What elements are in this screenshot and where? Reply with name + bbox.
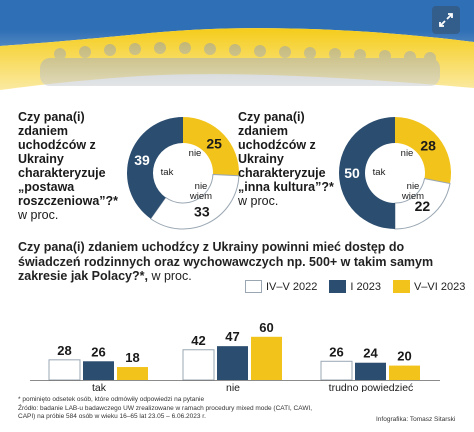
source-note: Źródło: badanie LAB-u badawczego UW zrea… — [18, 405, 313, 420]
footnote: * pominięto odsetek osób, które odmówiły… — [18, 396, 205, 403]
pie2-slice-tak — [339, 117, 395, 229]
pie2-category-label: nie — [407, 181, 420, 192]
bar-category-label: tak — [92, 382, 107, 392]
pie1-value-label: 33 — [194, 204, 210, 220]
bar-unit: w proc. — [151, 269, 192, 283]
legend-label: I 2023 — [350, 280, 381, 293]
pie1-question: Czy pana(i) zdaniem uchodźców z Ukrainy … — [18, 110, 136, 222]
bar-value-label: 60 — [259, 320, 273, 335]
bar-2-0 — [320, 360, 353, 381]
bar-title: Czy pana(i) zdaniem uchodźcy z Ukrainy p… — [18, 240, 434, 283]
bar-value-label: 26 — [91, 344, 105, 359]
pie1-value-label: 25 — [206, 135, 222, 151]
pie1-category-label: nie — [195, 181, 208, 192]
pie2-value-label: 28 — [420, 138, 436, 154]
pie1-category-label: tak — [161, 167, 174, 178]
pie1-title: Czy pana(i) zdaniem uchodźców z Ukrainy … — [18, 110, 119, 208]
bar-0-0 — [48, 359, 81, 381]
ukraine-flag-crowd-banner — [0, 0, 474, 112]
legend-label: V–VI 2023 — [413, 280, 466, 293]
pie1-unit: w proc. — [18, 208, 59, 222]
pie1-value-label: 39 — [134, 152, 150, 168]
infographic-credit: Infografika: Tomasz Sitarski — [376, 416, 456, 423]
bar-value-label: 20 — [397, 349, 411, 364]
pie1-slice-nie — [183, 117, 239, 176]
legend-item: IV–V 2022 — [245, 280, 317, 293]
bar-0-2 — [117, 367, 148, 380]
pie2-title: Czy pana(i) zdaniem uchodźców z Ukrainy … — [238, 110, 334, 194]
bar-1-2 — [251, 336, 282, 380]
pie2-value-label: 50 — [344, 165, 360, 181]
bar-value-label: 26 — [329, 344, 343, 359]
bar-1-1 — [217, 346, 248, 380]
expand-button[interactable] — [432, 6, 460, 34]
legend-swatch — [329, 280, 347, 293]
legend-swatch — [392, 280, 410, 293]
pie2-slice-nie-wiem — [394, 178, 451, 230]
pie1-slice-tak — [127, 117, 183, 219]
pie2-question: Czy pana(i) zdaniem uchodźców z Ukrainy … — [238, 110, 338, 208]
pie1-category-label: nie — [189, 148, 202, 159]
pie2-category-label: nie — [401, 148, 414, 159]
bar-value-label: 18 — [125, 350, 139, 365]
bar-chart-swiadczenia: 28 26 18 tak 42 47 60 nie 26 24 20 trudno powiedzie… — [30, 320, 440, 392]
bar-0-1 — [83, 361, 114, 380]
legend-swatch — [245, 280, 262, 293]
bar-value-label: 24 — [363, 346, 378, 361]
bar-2-2 — [389, 365, 420, 380]
bar-question: Czy pana(i) zdaniem uchodźcy z Ukrainy p… — [18, 240, 468, 284]
pie2-category-label: wiem — [401, 191, 424, 202]
bar-1-0 — [182, 349, 215, 381]
bar-2-1 — [355, 362, 386, 380]
bar-value-label: 28 — [57, 343, 71, 358]
bar-category-label: trudno powiedzieć — [329, 382, 414, 392]
legend-item: I 2023 — [329, 280, 381, 293]
bar-value-label: 47 — [225, 329, 239, 344]
expand-arrows-icon — [439, 13, 453, 27]
bar-value-label: 42 — [191, 333, 205, 348]
bar-legend: IV–V 2022 I 2023 V–VI 2023 — [245, 280, 465, 293]
pie2-category-label: tak — [373, 167, 386, 178]
pie1-category-label: wiem — [189, 191, 212, 202]
pie1-slice-nie-wiem — [149, 173, 240, 230]
legend-item: V–VI 2023 — [392, 280, 466, 293]
bar-category-label: nie — [226, 382, 240, 392]
legend-label: IV–V 2022 — [266, 280, 318, 293]
pie2-value-label: 22 — [415, 198, 431, 214]
pie2-slice-nie — [395, 117, 451, 184]
pie2-unit: w proc. — [238, 194, 279, 208]
